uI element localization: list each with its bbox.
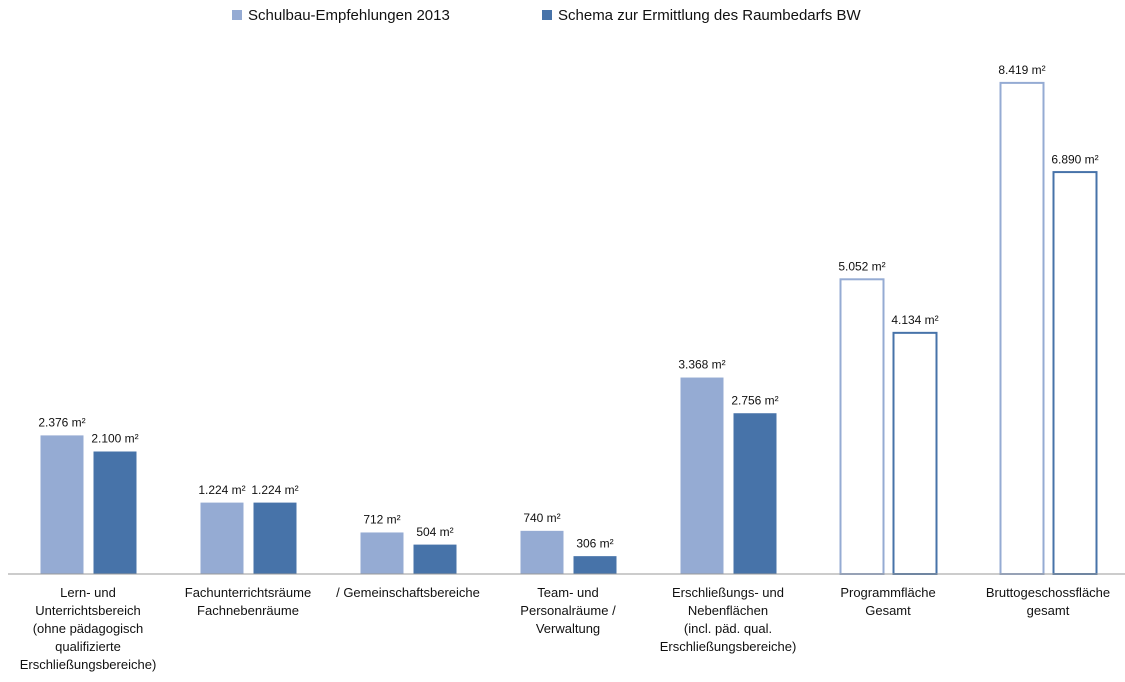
x-tick-label: Bruttogeschossfläche gesamt	[986, 585, 1110, 618]
value-label: 2.100 m²	[91, 432, 138, 446]
bar	[253, 502, 297, 574]
x-tick-label-line: Nebenflächen	[688, 603, 768, 618]
x-tick-label-line: Erschließungsbereiche)	[660, 639, 797, 654]
value-label: 712 m²	[363, 513, 400, 527]
value-label: 306 m²	[576, 536, 613, 550]
value-label: 3.368 m²	[678, 358, 725, 372]
x-tick-label-line: Bruttogeschossfläche	[986, 585, 1110, 600]
bar	[40, 435, 84, 574]
bar	[200, 502, 244, 574]
legend-label: Schulbau-Empfehlungen 2013	[248, 7, 450, 24]
value-label: 8.419 m²	[998, 63, 1045, 77]
x-tick-label-line: (ohne pädagogisch	[33, 621, 144, 636]
bar	[1052, 171, 1098, 575]
x-tick-label-line: Lern- und	[60, 585, 116, 600]
bar	[360, 532, 404, 574]
bar	[839, 278, 885, 575]
value-label: 504 m²	[416, 525, 453, 539]
value-label: 4.134 m²	[891, 313, 938, 327]
x-tick-label-line: Fachunterrichtsräume	[185, 585, 311, 600]
x-tick-label: Erschließungs- und Nebenflächen (incl. päd…	[660, 585, 797, 654]
value-label: 1.224 m²	[198, 483, 245, 497]
x-tick-label-line: Personalräume /	[520, 603, 616, 618]
value-label: 6.890 m²	[1051, 152, 1098, 166]
bar	[413, 544, 457, 574]
x-tick-label: Team- und Personalräume / Verwaltung	[520, 585, 616, 636]
value-label: 2.376 m²	[38, 416, 85, 430]
bar	[733, 413, 777, 574]
x-tick-label-line: (incl. päd. qual.	[684, 621, 772, 636]
x-tick-label-line: Erschließungsbereiche)	[20, 657, 157, 672]
x-tick-label-line: Erschließungs- und	[672, 585, 784, 600]
x-tick-label-line: Unterrichtsbereich	[35, 603, 141, 618]
x-tick-label-line: Gesamt	[865, 603, 911, 618]
legend-swatch	[542, 10, 552, 20]
bar	[573, 556, 617, 574]
x-tick-label: Lern- und Unterrichtsbereich (ohne pädagog…	[20, 585, 157, 672]
x-tick-label-line: gesamt	[1027, 603, 1070, 618]
legend-label: Schema zur Ermittlung des Raumbedarfs BW	[558, 7, 861, 24]
x-tick-label: / Gemeinschaftsbereiche	[336, 585, 480, 600]
x-tick-label-line: Fachnebenräume	[197, 603, 299, 618]
value-label: 5.052 m²	[838, 259, 885, 273]
x-tick-label: Programmfläche Gesamt	[840, 585, 935, 618]
x-tick-label-line: Verwaltung	[536, 621, 600, 636]
value-label: 2.756 m²	[731, 393, 778, 407]
x-tick-label-line: Team- und	[537, 585, 598, 600]
value-label: 1.224 m²	[251, 483, 298, 497]
x-tick-label: Fachunterrichtsräume Fachnebenräume	[185, 585, 311, 618]
x-tick-label-line: Programmfläche	[840, 585, 935, 600]
bar	[999, 81, 1045, 576]
x-tick-label-line: / Gemeinschaftsbereiche	[336, 585, 480, 600]
bar	[892, 331, 938, 575]
bar	[93, 451, 137, 574]
x-tick-label-line: qualifizierte	[55, 639, 121, 654]
bar	[520, 530, 564, 574]
value-label: 740 m²	[523, 511, 560, 525]
bar	[680, 377, 724, 574]
legend-swatch	[232, 10, 242, 20]
